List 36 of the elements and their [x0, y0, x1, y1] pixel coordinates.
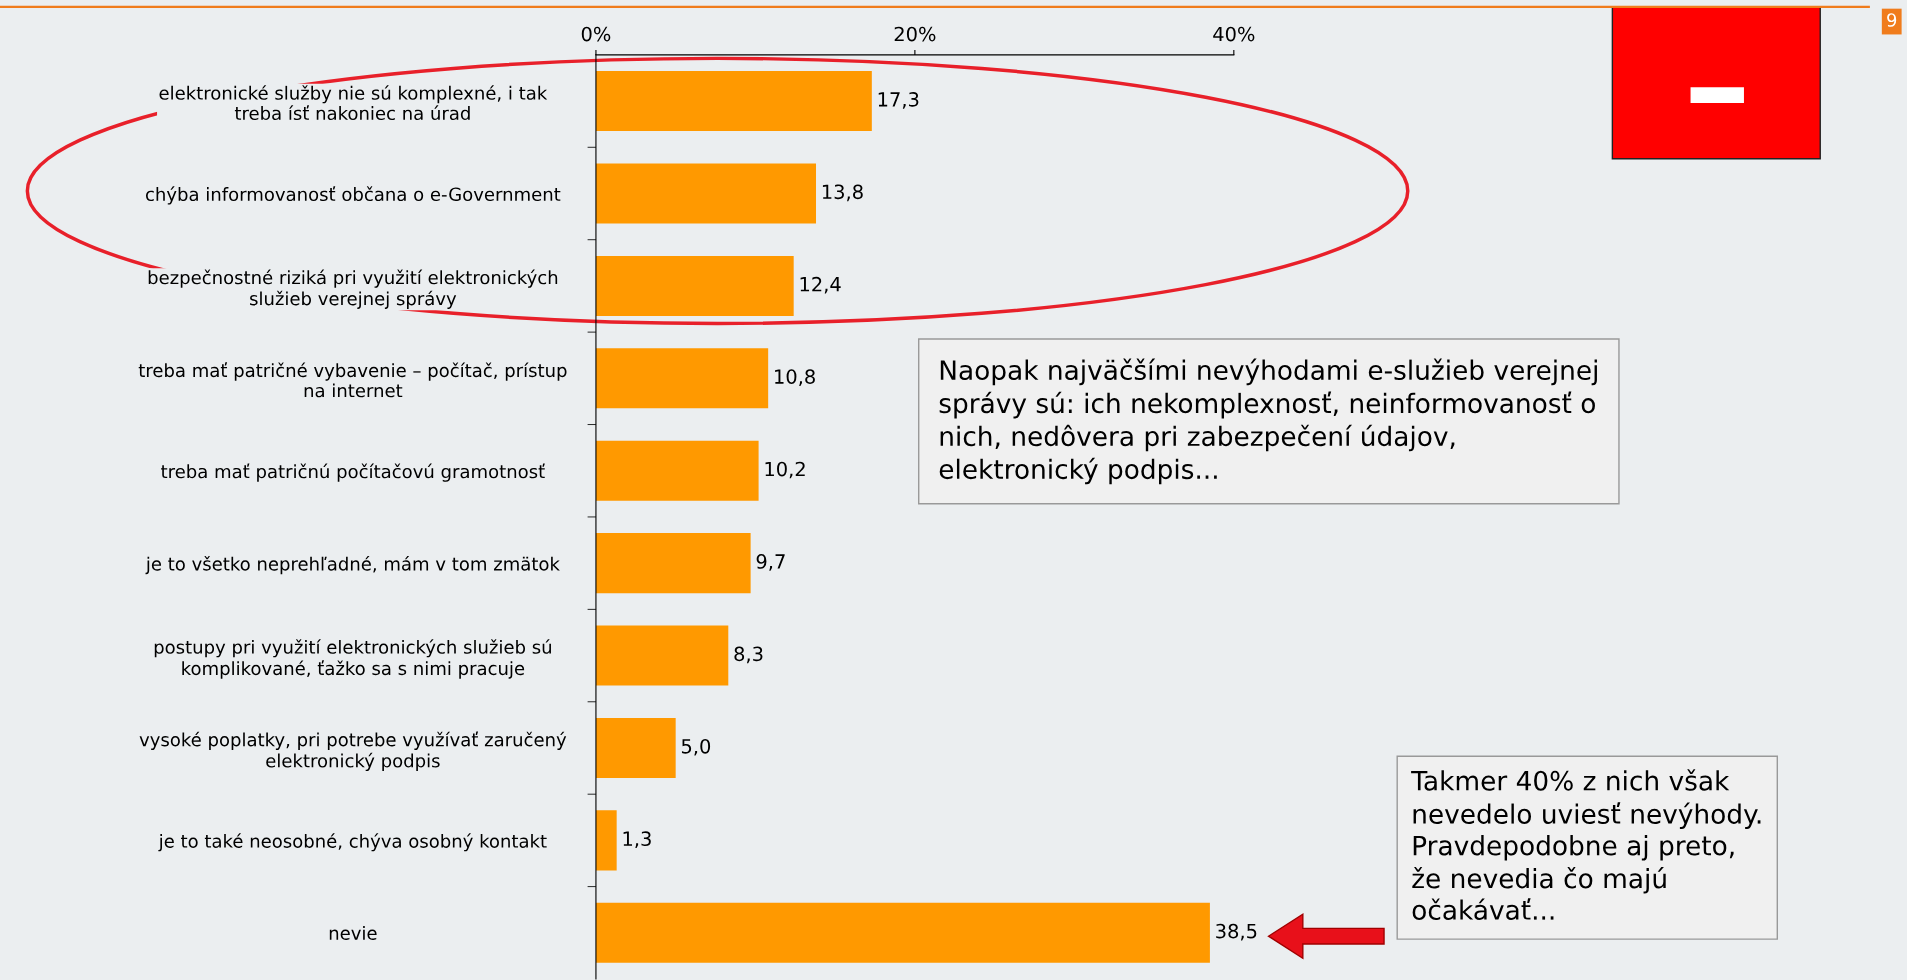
annotation: Naopak najväčšími nevýhodami e-služieb verejnej správy sú: ich nekomplexnosť, neinformovanosť o nich, nedôvera pri zabezpečení údajov, elektronický podpis...	[939, 358, 1597, 485]
bar	[595, 440, 759, 501]
data-label: 10,2	[765, 461, 805, 479]
y-tick-label: vysoké poplatky, pri potrebe využívať zaručený elektronický podpis	[139, 731, 567, 772]
y-tick-label: chýba informovanosť občana o e-Government	[145, 186, 561, 205]
bar	[595, 71, 872, 132]
y-tick-label: treba mať patričné vybavenie – počítač, prístup na internet	[138, 362, 567, 398]
data-label: 10,8	[775, 369, 815, 386]
text: Takmer 40% z nich však nevedelo uviesť nevýhody. Pravdepodobne aj preto, že nevedia čo majú očakávať...	[1411, 769, 1761, 920]
data-label: 38,5	[1216, 923, 1257, 941]
y-tick-label: treba mať patričnú počítačovú gramotnosť	[161, 463, 545, 482]
x-tick-label: 20%	[894, 26, 936, 42]
y-tick-label: elektronické služby nie sú komplexné, i tak treba ísť nakoniec na úrad	[159, 85, 548, 121]
bar	[595, 348, 769, 409]
y-tick-label: bezpečnostné riziká pri využití elektronických služieb verejnej správy	[148, 269, 558, 309]
data-label: 13,8	[822, 184, 863, 202]
y-tick-label: je to všetko neprehľadné, mám v tom zmätok	[145, 555, 560, 575]
y-tick-label: postupy pri využití elektronických služieb sú komplikované, ťažko sa s nimi pracuje	[154, 639, 551, 679]
bar	[595, 717, 676, 779]
data-label: 1,3	[623, 831, 651, 849]
bar	[595, 255, 794, 316]
data-label: 9,7	[756, 554, 785, 571]
data-label: 17,3	[878, 92, 919, 109]
text: 9	[1887, 13, 1897, 27]
data-label: 12,4	[800, 276, 841, 294]
x-tick-label: 40%	[1213, 26, 1255, 42]
bar	[595, 163, 817, 224]
bar	[595, 625, 729, 686]
y-tick-label: nevie	[329, 925, 377, 940]
bar	[595, 902, 1210, 963]
y-tick-label: je to také neosobné, chýva osobný kontakt	[158, 833, 547, 852]
bar	[595, 533, 751, 594]
x-tick-label: 0%	[581, 26, 611, 42]
data-label: 5,0	[681, 738, 711, 756]
bar	[595, 810, 617, 871]
data-label: 8,3	[734, 646, 763, 664]
